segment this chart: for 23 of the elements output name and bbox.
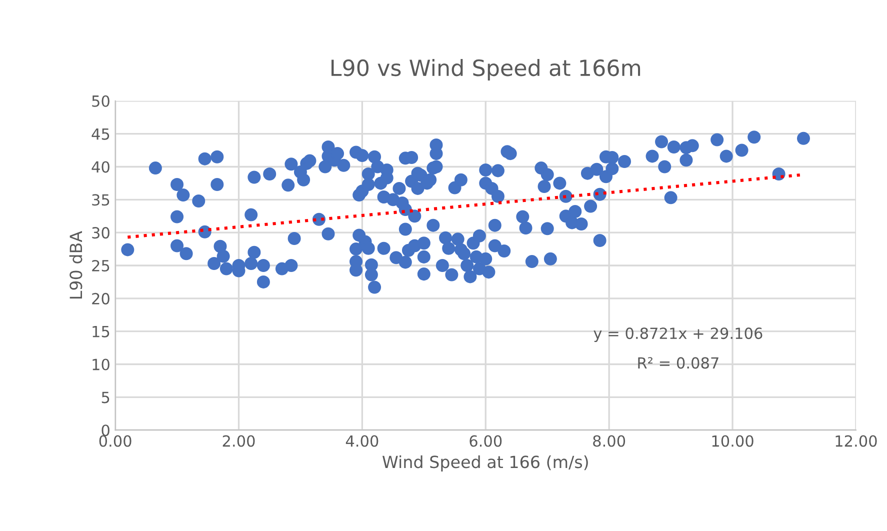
y-tick-label: 15 — [92, 326, 110, 338]
y-tick-label: 30 — [92, 227, 110, 239]
x-tick-label: 12.00 — [836, 435, 877, 447]
x-tick-label: 2.00 — [222, 435, 255, 447]
annotation: y = 0.8721x + 29.106 — [594, 328, 762, 342]
x-tick-label: 4.00 — [346, 435, 378, 447]
y-axis-title: L90 dBA — [69, 231, 82, 298]
x-tick-label: 0.00 — [99, 435, 132, 447]
y-tick-label: 20 — [92, 292, 110, 304]
y-tick-label: 25 — [92, 260, 110, 272]
annotation: R² = 0.087 — [638, 357, 718, 369]
x-tick-label: 10.00 — [712, 435, 754, 447]
y-tick-label: 35 — [92, 194, 110, 206]
y-tick-label: 45 — [92, 128, 110, 140]
x-axis-title: Wind Speed at 166 (m/s) — [382, 455, 588, 472]
y-tick-label: 5 — [102, 392, 110, 404]
x-tick-label: 8.00 — [593, 435, 626, 447]
y-tick-label: 40 — [92, 161, 110, 173]
x-tick-label: 6.00 — [470, 435, 502, 447]
y-tick-label: 50 — [92, 95, 110, 107]
y-tick-label: 10 — [92, 358, 110, 370]
y-tick-label: 0 — [102, 424, 110, 436]
chart-title: L90 vs Wind Speed at 166m — [332, 59, 640, 81]
